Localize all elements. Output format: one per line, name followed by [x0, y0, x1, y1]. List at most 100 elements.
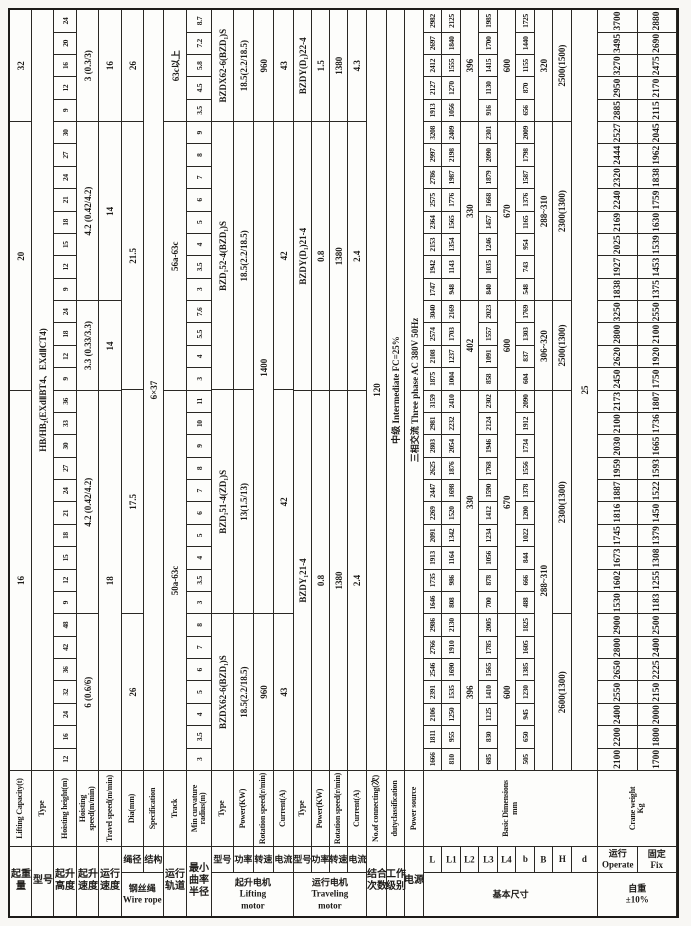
- dim-b-value: 1165: [516, 210, 534, 233]
- dim-L1-value: 2125: [446, 14, 456, 28]
- min-curvature-radius-value: 3: [187, 591, 211, 614]
- lift-motor-type-value: BZDX62-6(BZD₁)S: [212, 613, 233, 770]
- dim-L3-value: 1557: [479, 322, 497, 345]
- row-dim-L1: 810 955 1250 1535 1690 1910 2130 808 986 1164 1342…: [442, 10, 461, 770]
- hoisting-height-value: 9: [54, 277, 76, 301]
- min-curvature-radius-value: 5.8: [187, 54, 211, 77]
- header-sub-dim-H-label: H: [558, 854, 566, 865]
- lift-motor-current-value: 42: [274, 121, 293, 390]
- lifting-capacity-value: 16: [10, 390, 31, 770]
- hoisting-height-value: 9: [54, 591, 76, 614]
- row-hoisting-height: 12 16 24 32 36 42 48 9 12 15 18 21 24 27 30 33 36 9 12 18 24…: [54, 10, 77, 770]
- hoisting-height-value: 12: [54, 568, 76, 591]
- header-zh-type-label: 型号: [32, 875, 53, 887]
- weight-operate-value: 1887: [598, 479, 637, 502]
- weight-operate-value: 1602: [598, 568, 637, 591]
- header-sub-dim-H: H: [553, 846, 572, 872]
- hoisting-height-value: 27: [54, 143, 76, 166]
- dim-L-value: 2269: [424, 501, 441, 524]
- header-sub-travel-motor-current: 电流: [348, 846, 367, 872]
- dim-d-value: 25: [579, 385, 590, 395]
- travel-motor-type-value: BZDY₁21-4: [294, 390, 311, 770]
- header-zh-track: 运行 轨道: [164, 846, 187, 916]
- dim-b-value: 1734: [516, 434, 534, 457]
- dim-L-value: 2364: [424, 210, 441, 233]
- header-en-lift-motor-current: Current(A): [274, 770, 294, 846]
- weight-operate-value: 2173: [598, 389, 637, 412]
- weight-fix-value: 1750: [638, 367, 676, 390]
- dim-L-value: 2986: [424, 613, 441, 636]
- min-curvature-radius-value: 8: [187, 456, 211, 480]
- lift-motor-type-value: BZD₁52-4(BZD₁)S: [212, 121, 233, 390]
- min-curvature-radius-value: 3.5: [187, 255, 211, 278]
- weight-operate-value: 2240: [598, 188, 637, 211]
- hoisting-speed-value: 6 (0.6/6): [77, 613, 98, 770]
- header-group-basic-dimensions-label: 基本尺寸: [492, 888, 529, 899]
- row-weight-fix: 1700 1800 2000 2150 2225 2400 2500 1183 1255 1308…: [638, 10, 677, 770]
- lift-motor-rotation-value: 1400: [254, 121, 273, 613]
- dim-b-value: 2009: [516, 121, 534, 144]
- travel-speed-value: 14: [99, 300, 121, 391]
- header-sub-travel-motor-rotation-label: 转速: [329, 854, 348, 865]
- weight-fix-value: 1700: [638, 747, 676, 770]
- dim-L-value: 2447: [424, 479, 441, 502]
- dim-L-value: 2981: [424, 412, 441, 435]
- dim-L3-value: 916: [479, 98, 497, 122]
- min-curvature-radius-value: 3: [187, 367, 211, 390]
- header-sub-dim-L: L: [424, 846, 442, 872]
- header-sub-dim-L-label: L: [429, 854, 436, 865]
- travel-motor-current-value: 4.3: [352, 60, 362, 72]
- header-en-duty-classification: dutyclassification: [387, 770, 405, 846]
- lift-motor-current-value: 43: [278, 61, 289, 71]
- dim-L-value: 1811: [424, 725, 441, 748]
- row-rope-dia: 26 17.5 21.5 26: [122, 10, 144, 770]
- dim-L3-value: 1412: [479, 501, 497, 524]
- dim-L1-value: 1004: [442, 367, 460, 390]
- header-zh-duty-classification: 工作 级别: [386, 846, 406, 916]
- weight-fix-value: 2400: [638, 635, 676, 659]
- dim-b-value: 1556: [516, 456, 534, 480]
- dim-L3-value: 1234: [479, 523, 497, 547]
- header-sub-travel-motor-rotation: 转速: [329, 846, 348, 872]
- dim-b-value: 1303: [516, 322, 534, 345]
- row-track: 50a-63c 56a-63c 63c以上: [164, 10, 187, 770]
- weight-fix-value: 1665: [638, 434, 676, 457]
- row-duty-classification: 中级 Intermediate FC=25%: [387, 10, 405, 770]
- header-sub-rope-spec: 结构: [144, 846, 164, 872]
- dim-L1-value: 1703: [442, 322, 460, 345]
- row-travel-speed: 18 14 14 16: [99, 10, 122, 770]
- header-group-en-crane-weight: Crane weight Kg: [598, 770, 677, 846]
- dim-L1-value: 1690: [442, 658, 460, 681]
- row-travel-motor-current: 2.4 2.4 4.3: [348, 10, 367, 770]
- header-sub-dim-L3: L3: [479, 846, 498, 872]
- travel-motor-power-value: 1.5: [315, 60, 326, 72]
- min-curvature-radius-value: 7.6: [187, 300, 211, 323]
- track-value: 50a-63c: [164, 390, 186, 770]
- min-curvature-radius-value: 4.5: [187, 76, 211, 99]
- dim-L1-value: 1164: [442, 546, 460, 569]
- min-curvature-radius-value: 5.5: [187, 322, 211, 345]
- header-sub-travel-motor-power-label: 功率: [311, 854, 330, 865]
- rope-dia-value: 17.5: [122, 389, 143, 614]
- travel-motor-current-value: 2.4: [348, 121, 366, 390]
- dim-L3-value: 1410: [479, 680, 497, 703]
- weight-fix-value: 1379: [638, 523, 676, 547]
- dim-L1-value: 2169: [442, 300, 460, 323]
- dim-L1-value: 2232: [442, 412, 460, 435]
- hoisting-height-value: 24: [54, 479, 76, 502]
- dim-L-value: 2786: [424, 165, 441, 189]
- dim-L1-value: 1237: [442, 344, 460, 368]
- travel-speed-value: 18: [99, 390, 121, 770]
- weight-fix-value: 2690: [638, 31, 676, 54]
- travel-motor-rotation-value: 1380: [330, 121, 347, 390]
- lift-motor-power-value: 18.5(2.2/18.5): [234, 121, 253, 390]
- header-zh-connecting-times-label: 结合 次数: [366, 869, 387, 893]
- dim-H-value: 2500(1500): [557, 44, 567, 87]
- hoisting-height-value: 30: [54, 434, 76, 457]
- weight-operate-value: 1530: [598, 591, 637, 614]
- hoisting-height-value: 24: [54, 300, 76, 323]
- hoisting-speed-value: 4.2 (0.42/4.2): [77, 121, 98, 301]
- header-zh-travel-speed-label: 运行 速度: [100, 869, 120, 893]
- dim-L4-value: 600: [498, 300, 515, 390]
- header-zh-lifting-capacity: 起重 量: [10, 846, 32, 916]
